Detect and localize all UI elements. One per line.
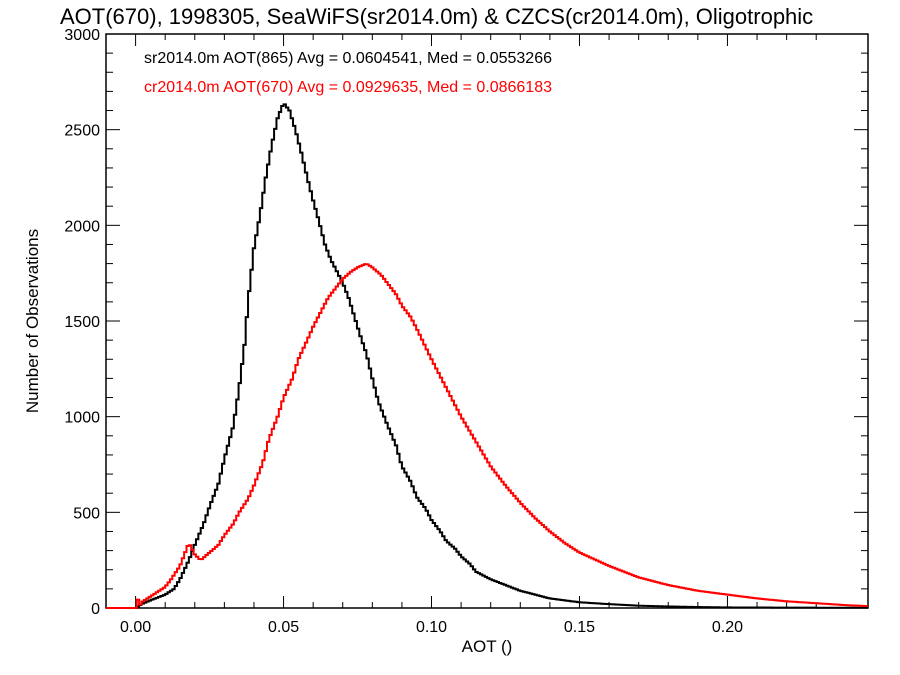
plot-area (105, 33, 869, 609)
x-tick-label: 0.10 (416, 619, 447, 636)
x-tick-label: 0.00 (120, 619, 151, 636)
y-tick-label: 500 (73, 505, 100, 522)
y-tick-label: 2000 (64, 218, 100, 235)
plot-frame (105, 33, 869, 609)
y-tick-label: 1000 (64, 410, 100, 427)
y-axis: 0 500 1000 1500 2000 2500 3000 (64, 27, 868, 618)
series-line-1 (106, 263, 868, 609)
x-axis-label: AOT () (462, 637, 513, 656)
y-tick-label: 1500 (64, 314, 100, 331)
y-tick-label: 0 (91, 601, 100, 618)
y-axis-label: Number of Observations (23, 229, 42, 413)
legend: sr2014.0m AOT(865) Avg = 0.0604541, Med … (144, 50, 552, 96)
x-tick-label: 0.15 (564, 619, 595, 636)
x-axis: 0.00 0.05 0.10 0.15 0.20 (120, 34, 817, 636)
x-tick-label: 0.05 (268, 619, 299, 636)
legend-entry-sr2014: sr2014.0m AOT(865) Avg = 0.0604541, Med … (144, 50, 552, 67)
chart-title: AOT(670), 1998305, SeaWiFS(sr2014.0m) & … (60, 4, 813, 29)
series-line-0 (106, 103, 868, 609)
legend-entry-cr2014: cr2014.0m AOT(670) Avg = 0.0929635, Med … (144, 79, 552, 96)
x-tick-label: 0.20 (712, 619, 743, 636)
y-tick-label: 3000 (64, 27, 100, 44)
series-group (106, 103, 868, 609)
y-tick-label: 2500 (64, 123, 100, 140)
